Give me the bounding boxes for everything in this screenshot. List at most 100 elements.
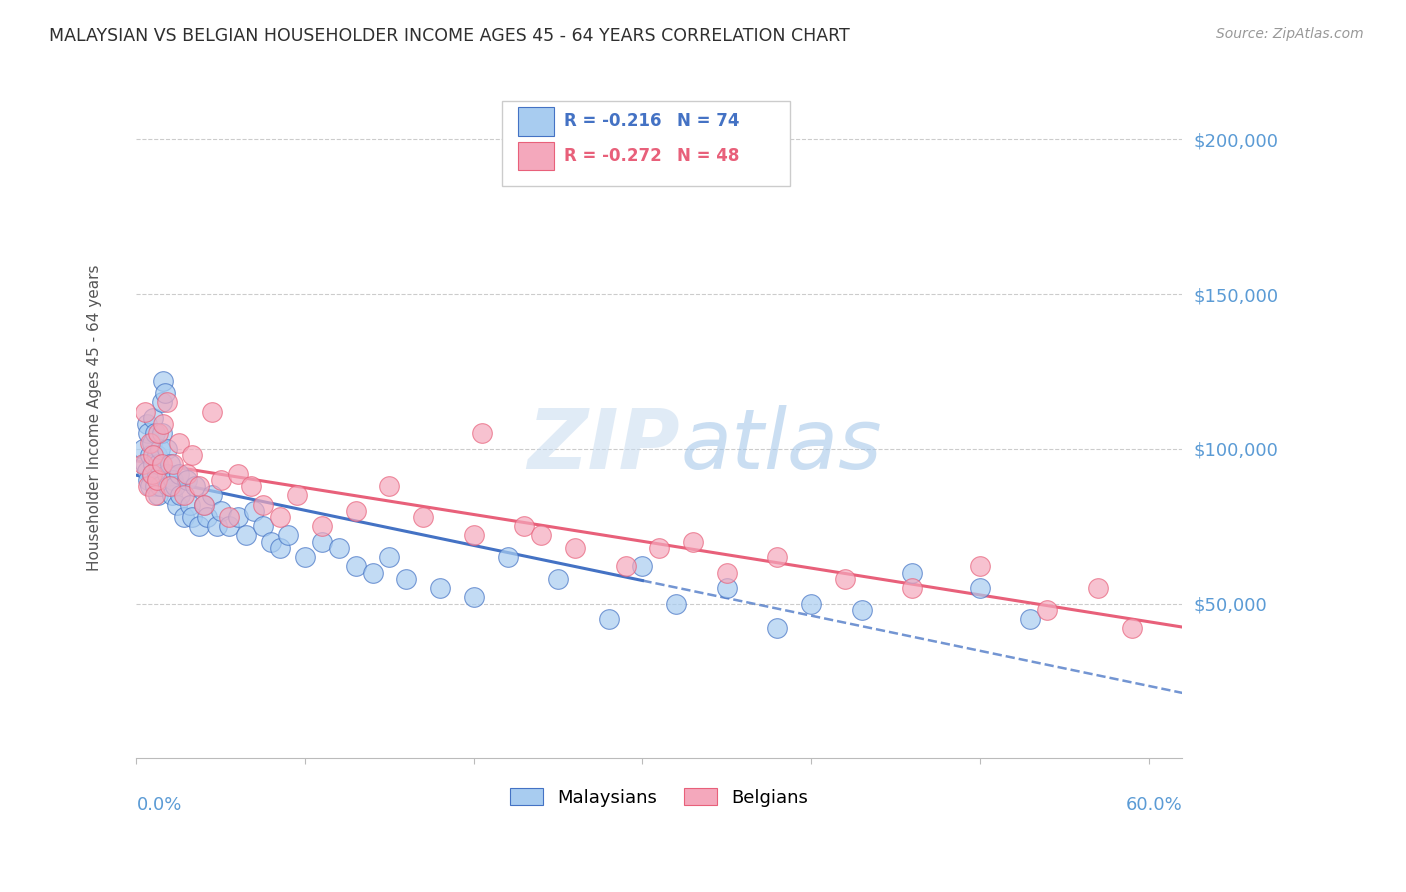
Point [141,467,163,481]
Point [285,488,308,502]
Point [145,473,167,487]
Point [141,435,163,450]
Point [143,479,166,493]
Point [159,458,181,472]
Point [395,572,418,586]
Point [157,479,180,493]
Point [471,426,494,441]
Point [148,426,170,441]
Point [631,559,654,574]
FancyBboxPatch shape [502,102,790,186]
FancyBboxPatch shape [519,142,554,170]
Point [716,581,738,595]
Text: atlas: atlas [681,405,882,485]
Point [1121,621,1143,635]
Point [226,510,249,524]
Point [165,479,187,493]
Point [207,519,229,533]
Point [145,467,167,481]
Text: N = 48: N = 48 [678,147,740,165]
Point [132,442,155,456]
Point [184,479,207,493]
Point [142,410,165,425]
Point [201,405,224,419]
Point [134,405,156,419]
Point [148,488,170,502]
Point [344,504,367,518]
Point [269,510,291,524]
Point [142,458,165,472]
Point [547,572,569,586]
Point [429,581,451,595]
Point [173,510,195,524]
Point [135,463,157,477]
Point [218,519,240,533]
Point [139,435,162,450]
Legend: Malaysians, Belgians: Malaysians, Belgians [503,780,815,814]
Point [648,541,671,555]
Point [181,510,204,524]
Text: R = -0.216: R = -0.216 [564,112,662,130]
Point [181,448,204,462]
Point [598,612,620,626]
Text: N = 74: N = 74 [678,112,740,130]
Point [252,498,274,512]
Point [134,458,156,472]
Point [195,510,218,524]
Text: Source: ZipAtlas.com: Source: ZipAtlas.com [1216,27,1364,41]
Point [150,426,173,441]
Point [328,541,350,555]
Point [141,467,163,481]
Point [294,550,316,565]
Point [152,417,174,431]
Point [496,550,519,565]
Point [361,566,384,580]
Point [614,559,637,574]
Point [145,448,167,462]
Point [160,488,183,502]
Text: ZIP: ZIP [527,405,681,485]
Point [969,559,991,574]
Point [162,458,184,472]
Point [139,448,162,462]
Point [152,374,174,388]
Point [716,566,738,580]
Point [682,534,704,549]
Point [209,504,232,518]
Point [901,581,924,595]
Point [665,597,688,611]
Point [136,473,159,487]
Point [463,591,485,605]
Point [193,498,215,512]
Point [156,442,179,456]
Point [139,479,162,493]
Point [136,426,159,441]
Point [209,473,232,487]
Point [530,528,553,542]
Point [173,488,195,502]
Point [179,498,201,512]
Point [311,534,333,549]
Point [156,467,179,481]
Point [143,488,166,502]
Point [167,467,190,481]
FancyBboxPatch shape [519,107,554,136]
Point [1019,612,1042,626]
Point [969,581,991,595]
Point [166,498,188,512]
Point [344,559,367,574]
Point [277,528,299,542]
Point [378,479,401,493]
Point [218,510,240,524]
Point [260,534,283,549]
Point [176,473,198,487]
Point [1087,581,1109,595]
Point [153,386,176,401]
Point [766,550,789,565]
Text: 60.0%: 60.0% [1126,796,1182,814]
Text: R = -0.272: R = -0.272 [564,147,662,165]
Point [149,479,172,493]
Point [149,442,172,456]
Point [1036,603,1059,617]
Point [378,550,401,565]
